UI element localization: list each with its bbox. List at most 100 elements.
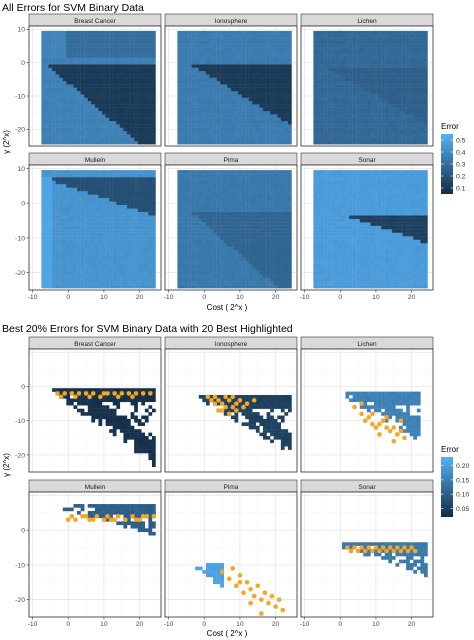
- heatmap-cell: [69, 130, 74, 135]
- heatmap-cell: [62, 94, 67, 98]
- heatmap-cell: [148, 277, 153, 282]
- heatmap-cell: [41, 218, 46, 223]
- heatmap-cell: [363, 34, 368, 38]
- heatmap-cell: [98, 97, 103, 102]
- heatmap-cell: [223, 190, 228, 195]
- heatmap-cell: [399, 134, 403, 138]
- heatmap-cell: [137, 34, 142, 38]
- heatmap-cell: [280, 87, 285, 92]
- heatmap-cell: [205, 194, 210, 199]
- heatmap-cell: [137, 281, 142, 285]
- heatmap-cell: [316, 64, 321, 68]
- heatmap-cell: [91, 130, 96, 135]
- heatmap-cell: [277, 44, 282, 48]
- heatmap-cell: [263, 44, 267, 48]
- heatmap-cell: [191, 249, 196, 254]
- heatmap-cell: [245, 47, 249, 52]
- heatmap-cell: [381, 50, 385, 55]
- heatmap-cell: [195, 40, 199, 45]
- heatmap-cell: [395, 120, 400, 125]
- heatmap-cell: [320, 114, 325, 118]
- heatmap-cell: [287, 67, 292, 72]
- heatmap-cell: [130, 134, 135, 138]
- heatmap-cell: [177, 44, 182, 48]
- heatmap-cell: [198, 90, 203, 95]
- heatmap-cell: [198, 107, 203, 112]
- heatmap-cell: [84, 74, 88, 78]
- heatmap-cell: [349, 137, 353, 142]
- heatmap-cell: [241, 47, 246, 52]
- heatmap-cell: [402, 40, 407, 45]
- heatmap-cell: [44, 246, 49, 251]
- heatmap-cell: [227, 215, 232, 219]
- heatmap-cell: [252, 90, 257, 95]
- heatmap-cell: [287, 87, 292, 92]
- heatmap-cell: [87, 263, 92, 268]
- heatmap-cell: [52, 187, 56, 192]
- heatmap-cell: [59, 236, 63, 240]
- heatmap-cell: [94, 274, 99, 278]
- heatmap-cell: [66, 281, 71, 285]
- heatmap-cell: [245, 37, 249, 42]
- heatmap-cell: [123, 137, 128, 142]
- heatmap-cell: [366, 47, 371, 52]
- heatmap-cell: [144, 87, 149, 92]
- heatmap-cell: [270, 84, 274, 88]
- heatmap-cell: [134, 197, 138, 202]
- heatmap-cell: [191, 239, 196, 244]
- heatmap-cell: [255, 134, 260, 138]
- heatmap-cell: [395, 30, 400, 35]
- heatmap-cell: [195, 44, 199, 48]
- heatmap-cell: [127, 267, 131, 272]
- heatmap-cell: [280, 94, 285, 98]
- heatmap-cell: [141, 215, 146, 219]
- heatmap-cell: [384, 94, 389, 98]
- heatmap-cell: [316, 54, 321, 58]
- heatmap-cell: [213, 130, 217, 135]
- heatmap-cell: [52, 74, 56, 78]
- heatmap-cell: [41, 173, 46, 178]
- heatmap-cell: [195, 225, 199, 230]
- heatmap-cell: [406, 70, 410, 75]
- heatmap-cell: [52, 30, 56, 35]
- heatmap-cell: [73, 70, 78, 75]
- heatmap-cell: [345, 67, 350, 72]
- heatmap-cell: [349, 64, 353, 68]
- heatmap-cell: [195, 170, 199, 174]
- heatmap-cell: [184, 110, 189, 115]
- heatmap-cell: [216, 90, 221, 95]
- heatmap-cell: [191, 260, 196, 265]
- heatmap-cell: [195, 84, 199, 88]
- heatmap-cell: [313, 107, 318, 112]
- heatmap-cell: [52, 37, 56, 42]
- heatmap-cell: [91, 77, 96, 82]
- heatmap-cell: [127, 104, 131, 108]
- heatmap-cell: [248, 84, 253, 88]
- heatmap-cell: [284, 97, 289, 102]
- heatmap-cell: [338, 120, 343, 125]
- heatmap-cell: [356, 50, 360, 55]
- heatmap-cell: [245, 67, 249, 72]
- heatmap-cell: [216, 253, 221, 258]
- heatmap-cell: [69, 170, 74, 174]
- heatmap-cell: [370, 100, 375, 105]
- heatmap-cell: [148, 281, 153, 285]
- heatmap-cell: [338, 100, 343, 105]
- heatmap-cell: [359, 74, 364, 78]
- heatmap-cell: [144, 246, 149, 251]
- heatmap-cell: [105, 281, 110, 285]
- heatmap-cell: [384, 80, 389, 85]
- heatmap-cell: [327, 44, 332, 48]
- heatmap-cell: [66, 180, 71, 185]
- heatmap-cell: [94, 177, 99, 181]
- heatmap-cell: [91, 120, 96, 125]
- heatmap-cell: [188, 284, 192, 289]
- heatmap-cell: [105, 197, 110, 202]
- heatmap-cell: [395, 87, 400, 92]
- heatmap-cell: [105, 124, 110, 128]
- heatmap-cell: [270, 34, 274, 38]
- heatmap-cell: [287, 104, 292, 108]
- heatmap-cell: [238, 37, 242, 42]
- heatmap-cell: [377, 114, 382, 118]
- heatmap-cell: [259, 74, 264, 78]
